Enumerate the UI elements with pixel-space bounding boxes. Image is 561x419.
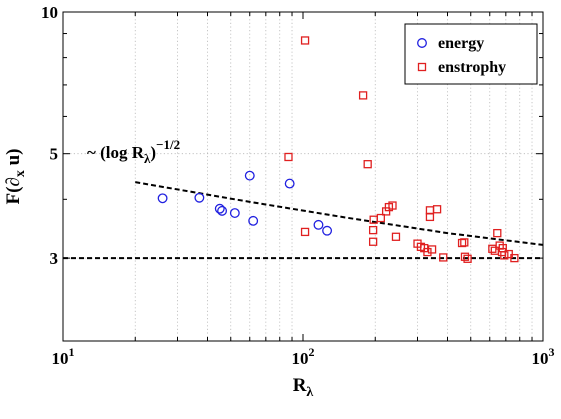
enstrophy-marker <box>300 36 310 45</box>
enstrophy-marker <box>432 205 442 214</box>
axis-labels: Rλ F(∂x u) <box>3 149 313 400</box>
legend-enstrophy-marker <box>417 62 427 72</box>
enstrophy-marker <box>376 213 385 223</box>
enstrophy-marker <box>368 237 378 246</box>
x-tick-label: 101 <box>52 345 75 368</box>
enstrophy-marker <box>493 228 502 238</box>
reference-line-power-law <box>135 181 544 246</box>
legend-box <box>404 23 538 85</box>
enstrophy-marker <box>463 254 472 263</box>
enstrophy-marker <box>425 212 435 222</box>
enstrophy-marker <box>500 251 509 260</box>
energy-marker <box>284 178 295 189</box>
enstrophy-marker <box>381 207 391 216</box>
y-tick-label: 3 <box>50 249 59 268</box>
enstrophy-marker <box>460 238 469 247</box>
enstrophy-marker <box>427 245 437 254</box>
enstrophy-marker <box>284 152 293 162</box>
data-markers <box>157 36 519 263</box>
enstrophy-marker <box>391 232 401 241</box>
enstrophy-marker <box>300 227 310 237</box>
energy-marker <box>244 170 255 181</box>
energy-marker <box>214 203 225 214</box>
energy-marker <box>229 208 240 218</box>
power-law-annotation: ~ (log Rλ)−1/2 <box>87 137 180 166</box>
legend: energy enstrophy <box>404 23 538 85</box>
legend-enstrophy-label: enstrophy <box>438 59 506 76</box>
energy-marker <box>157 193 168 204</box>
reference-lines <box>63 181 544 260</box>
energy-marker <box>313 219 324 230</box>
enstrophy-marker <box>368 225 378 235</box>
energy-marker <box>194 192 205 203</box>
enstrophy-marker <box>510 253 519 263</box>
enstrophy-marker <box>439 253 448 262</box>
y-tick-label: 5 <box>50 145 59 164</box>
x-tick-label: 103 <box>532 345 555 368</box>
enstrophy-marker <box>388 201 397 210</box>
axis-ticks <box>62 11 544 342</box>
enstrophy-marker <box>363 160 372 169</box>
annotations: ~ (log Rλ)−1/2 <box>87 137 180 166</box>
y-tick-label: 10 <box>41 3 58 22</box>
enstrophy-marker <box>460 252 470 261</box>
tick-labels: 101 102 103 3 5 10 <box>41 3 555 368</box>
x-axis-label: Rλ <box>293 375 314 400</box>
enstrophy-marker <box>423 247 432 257</box>
y-axis-label: F(∂x u) <box>3 149 28 205</box>
legend-energy-label: energy <box>438 35 484 52</box>
energy-marker <box>248 215 259 226</box>
x-tick-label: 102 <box>292 345 315 368</box>
enstrophy-marker <box>358 91 368 100</box>
legend-energy-marker <box>417 38 427 48</box>
energy-marker <box>322 225 333 236</box>
energy-marker <box>217 205 228 216</box>
